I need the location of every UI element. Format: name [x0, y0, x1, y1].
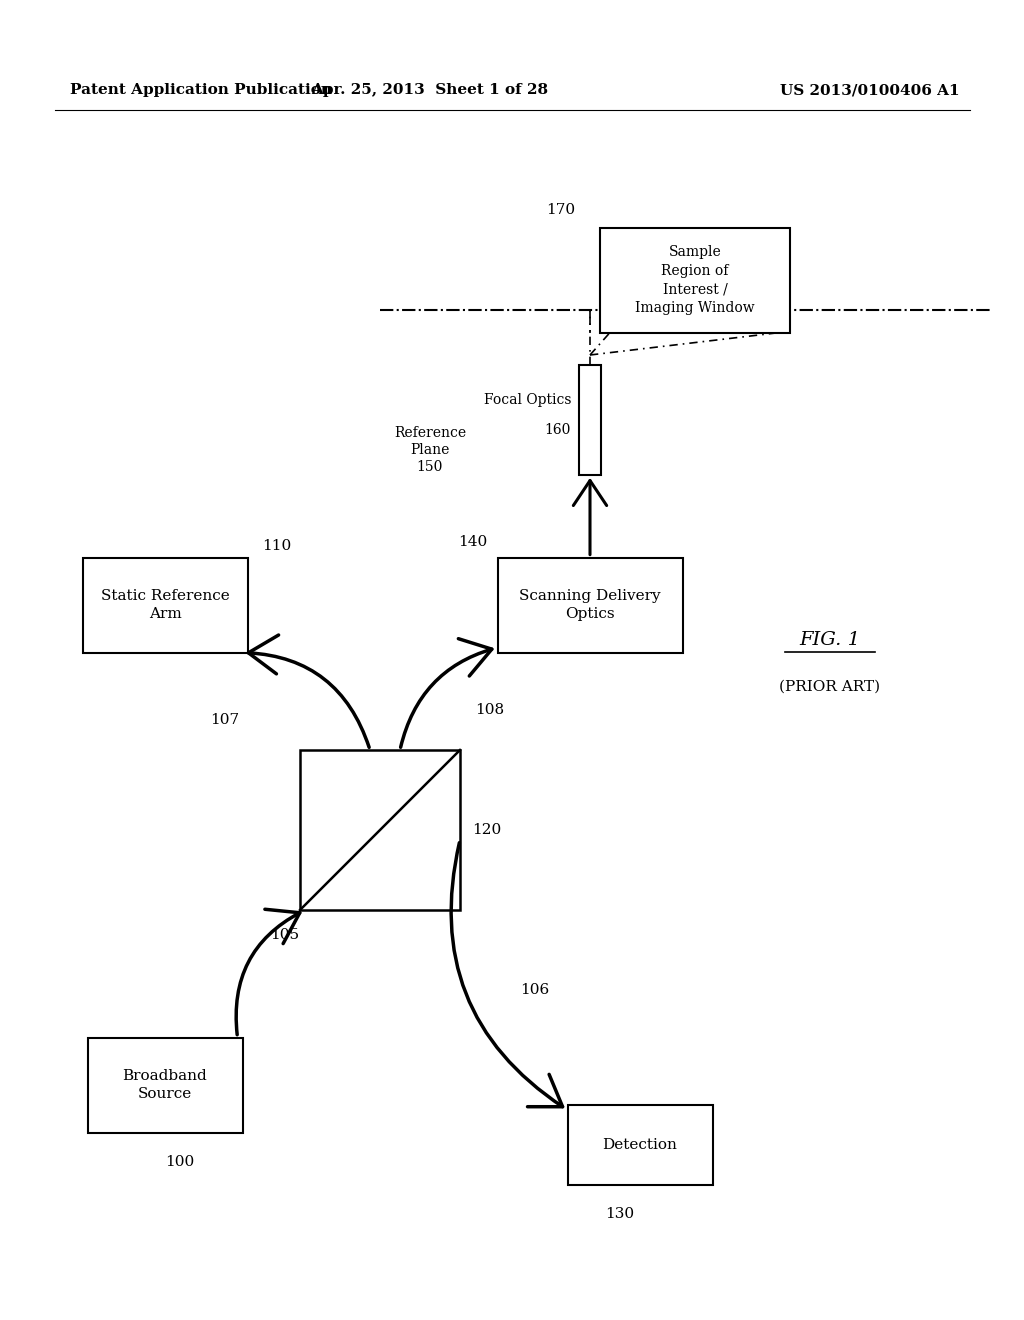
Text: 106: 106: [520, 983, 550, 997]
Text: FIG. 1: FIG. 1: [800, 631, 860, 649]
Bar: [498, 557, 683, 652]
Text: Detection: Detection: [602, 1138, 678, 1152]
Bar: [579, 366, 601, 475]
Text: Focal Optics: Focal Optics: [483, 393, 571, 407]
Text: 100: 100: [165, 1155, 195, 1168]
Text: Sample
Region of
Interest /
Imaging Window: Sample Region of Interest / Imaging Wind…: [635, 246, 755, 314]
Text: 107: 107: [211, 713, 240, 727]
Bar: [600, 227, 790, 333]
Text: 140: 140: [459, 536, 487, 549]
Text: Reference
Plane
150: Reference Plane 150: [394, 425, 466, 474]
Text: Broadband
Source: Broadband Source: [123, 1069, 208, 1101]
Text: 105: 105: [270, 928, 300, 942]
Text: 110: 110: [262, 539, 292, 553]
Text: 120: 120: [472, 822, 502, 837]
Bar: [83, 557, 248, 652]
Bar: [87, 1038, 243, 1133]
Text: (PRIOR ART): (PRIOR ART): [779, 680, 881, 694]
Text: Apr. 25, 2013  Sheet 1 of 28: Apr. 25, 2013 Sheet 1 of 28: [311, 83, 549, 96]
Text: 130: 130: [605, 1206, 635, 1221]
Text: Patent Application Publication: Patent Application Publication: [70, 83, 332, 96]
Text: 170: 170: [546, 203, 575, 218]
Text: 160: 160: [545, 422, 571, 437]
Text: Scanning Delivery
Optics: Scanning Delivery Optics: [519, 589, 660, 622]
Bar: [300, 750, 460, 909]
Text: Static Reference
Arm: Static Reference Arm: [100, 589, 229, 622]
Text: 108: 108: [475, 704, 505, 717]
Text: US 2013/0100406 A1: US 2013/0100406 A1: [780, 83, 961, 96]
Bar: [567, 1105, 713, 1185]
